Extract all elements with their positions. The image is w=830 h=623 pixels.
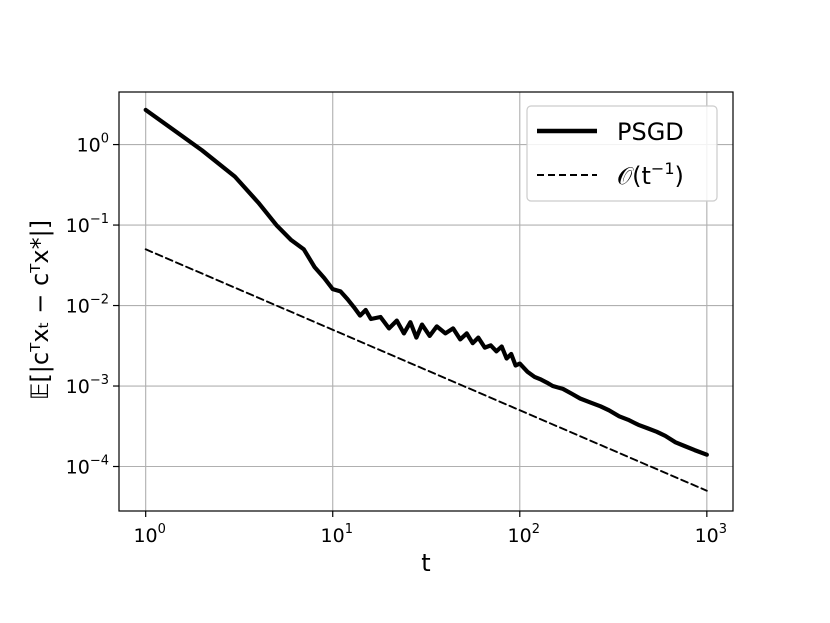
x-tick-label-exponent: 1: [345, 522, 353, 537]
series-line-reference: [144, 248, 708, 492]
x-tick-label: 100: [133, 522, 165, 547]
x-tick-label-base: 10: [321, 525, 345, 547]
y-tick-label: 10−2: [66, 293, 109, 318]
x-axis-ticks: 100 101 102 103: [133, 511, 727, 547]
y-tick-label-base: 10: [66, 296, 90, 318]
x-tick-label-exponent: 2: [532, 522, 540, 537]
y-tick-label-base: 10: [66, 215, 90, 237]
y-tick-label-base: 10: [66, 457, 90, 479]
x-tick-label-exponent: 3: [719, 522, 727, 537]
x-tick-label-exponent: 0: [158, 522, 166, 537]
y-tick-label-exponent: −2: [90, 293, 109, 308]
y-tick-label-base: 10: [66, 376, 90, 398]
x-tick-label: 102: [508, 522, 540, 547]
y-tick-label-base: 10: [77, 135, 101, 157]
y-tick-label: 10−1: [66, 212, 109, 237]
x-tick-label-base: 10: [133, 525, 157, 547]
y-axis-label: 𝔼[|cᵀxₜ − cᵀx*|]: [26, 220, 54, 400]
y-tick-label: 10−4: [66, 454, 109, 479]
axes-frame: [118, 91, 734, 512]
x-tick-label-base: 10: [695, 525, 719, 547]
x-tick-label: 101: [321, 522, 353, 547]
y-tick-label-exponent: −1: [90, 212, 109, 227]
x-tick-label: 103: [695, 522, 727, 547]
y-tick-label-exponent: −3: [90, 373, 109, 388]
legend-label-psgd: PSGD: [617, 118, 684, 146]
x-tick-label-base: 10: [508, 525, 532, 547]
grid-lines: [119, 92, 733, 511]
legend: PSGD 𝒪(t−1): [526, 105, 718, 202]
plot-area: [143, 107, 709, 492]
y-tick-label: 10−3: [66, 373, 109, 398]
y-tick-label-exponent: 0: [101, 132, 109, 147]
y-tick-label: 100: [77, 132, 109, 157]
legend-label-reference: 𝒪(t−1): [617, 159, 684, 190]
y-tick-label-exponent: −4: [90, 454, 109, 469]
x-axis-label: t: [421, 549, 430, 577]
series-line-psgd: [143, 107, 709, 457]
